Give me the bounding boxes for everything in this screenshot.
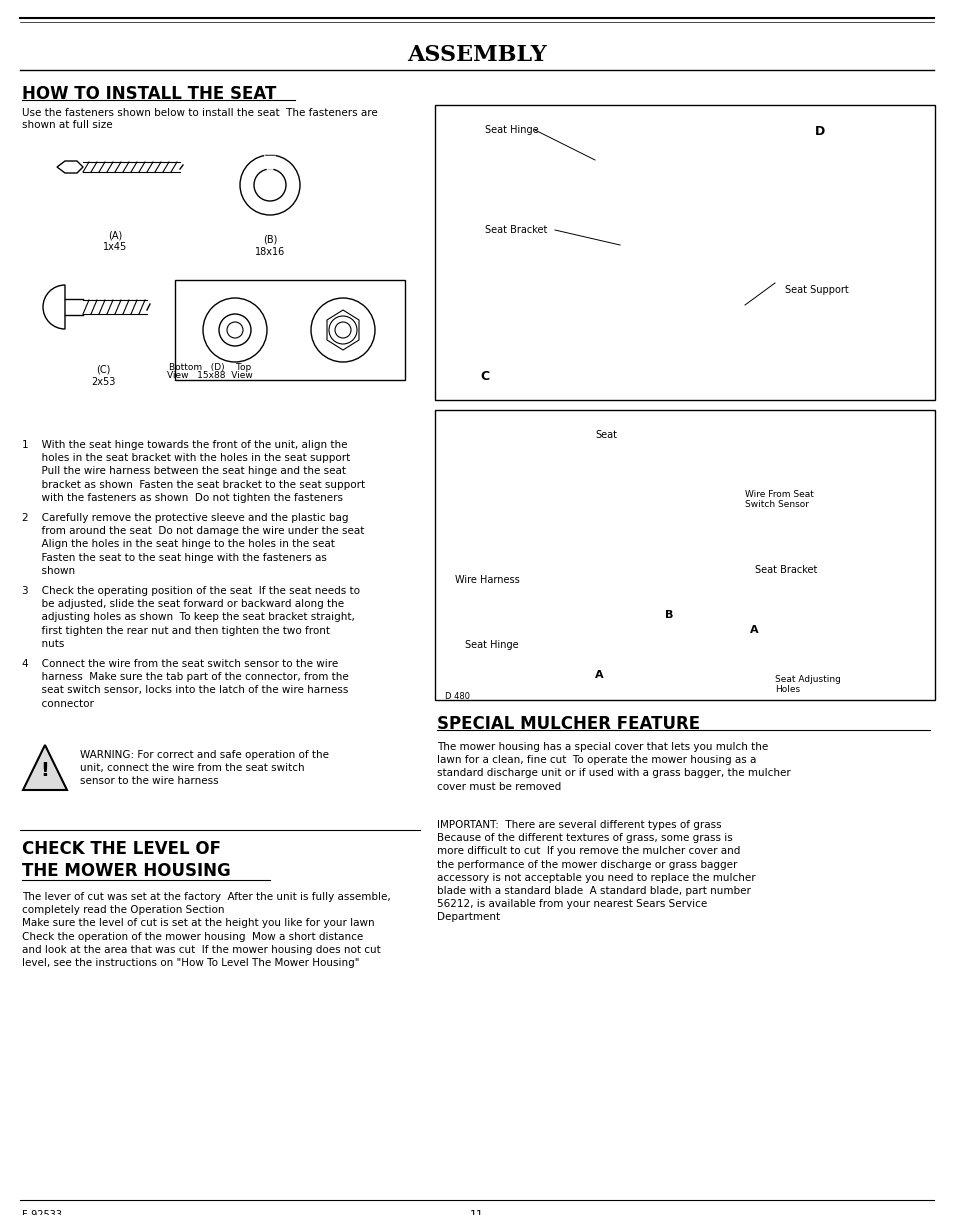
Text: Seat Bracket: Seat Bracket	[754, 565, 817, 575]
Text: B: B	[664, 610, 673, 620]
Text: D: D	[814, 125, 824, 139]
Wedge shape	[265, 156, 274, 169]
Text: 1    With the seat hinge towards the front of the unit, align the
      holes in: 1 With the seat hinge towards the front …	[22, 440, 365, 503]
Text: (C)
2x53: (C) 2x53	[91, 364, 115, 386]
Text: HOW TO INSTALL THE SEAT: HOW TO INSTALL THE SEAT	[22, 85, 276, 103]
Bar	[435, 409, 934, 700]
Text: The lever of cut was set at the factory  After the unit is fully assemble,
compl: The lever of cut was set at the factory …	[22, 892, 391, 968]
Polygon shape	[23, 745, 67, 790]
Text: The mower housing has a special cover that lets you mulch the
lawn for a clean, : The mower housing has a special cover th…	[436, 742, 790, 792]
Text: Seat Bracket: Seat Bracket	[484, 225, 547, 234]
Text: Use the fasteners shown below to install the seat  The fasteners are
shown at fu: Use the fasteners shown below to install…	[22, 108, 377, 130]
Bar	[435, 104, 934, 400]
Text: Seat Hinge: Seat Hinge	[484, 125, 538, 135]
Text: 3    Check the operating position of the seat  If the seat needs to
      be adj: 3 Check the operating position of the se…	[22, 586, 359, 649]
Text: Wire From Seat
Switch Sensor: Wire From Seat Switch Sensor	[744, 490, 813, 509]
Text: A: A	[749, 625, 758, 635]
Text: 4    Connect the wire from the seat switch sensor to the wire
      harness  Mak: 4 Connect the wire from the seat switch …	[22, 659, 349, 708]
Text: Bottom   (D)    Top: Bottom (D) Top	[169, 363, 251, 372]
Text: !: !	[41, 761, 50, 780]
Text: IMPORTANT:  There are several different types of grass
Because of the different : IMPORTANT: There are several different t…	[436, 820, 755, 922]
Text: 11: 11	[470, 1210, 483, 1215]
Text: 2    Carefully remove the protective sleeve and the plastic bag
      from aroun: 2 Carefully remove the protective sleeve…	[22, 513, 364, 576]
Text: SPECIAL MULCHER FEATURE: SPECIAL MULCHER FEATURE	[436, 714, 700, 733]
Text: A: A	[595, 669, 603, 680]
Text: (B)
18x16: (B) 18x16	[254, 234, 285, 256]
Text: (A)
1x45: (A) 1x45	[103, 230, 127, 252]
Text: Seat: Seat	[595, 430, 617, 440]
Text: CHECK THE LEVEL OF
THE MOWER HOUSING: CHECK THE LEVEL OF THE MOWER HOUSING	[22, 840, 231, 880]
Text: D 480: D 480	[444, 693, 470, 701]
Text: Seat Hinge: Seat Hinge	[464, 640, 518, 650]
Text: Seat Adjusting
Holes: Seat Adjusting Holes	[774, 676, 840, 695]
Text: WARNING: For correct and safe operation of the
unit, connect the wire from the s: WARNING: For correct and safe operation …	[80, 750, 329, 786]
Bar	[174, 279, 405, 380]
Text: View   15x88  View: View 15x88 View	[167, 371, 253, 380]
Text: ASSEMBLY: ASSEMBLY	[407, 44, 546, 66]
Text: C: C	[479, 371, 489, 383]
Text: F-92533: F-92533	[22, 1210, 62, 1215]
Text: Wire Harness: Wire Harness	[455, 575, 519, 584]
Text: Seat Support: Seat Support	[784, 286, 848, 295]
